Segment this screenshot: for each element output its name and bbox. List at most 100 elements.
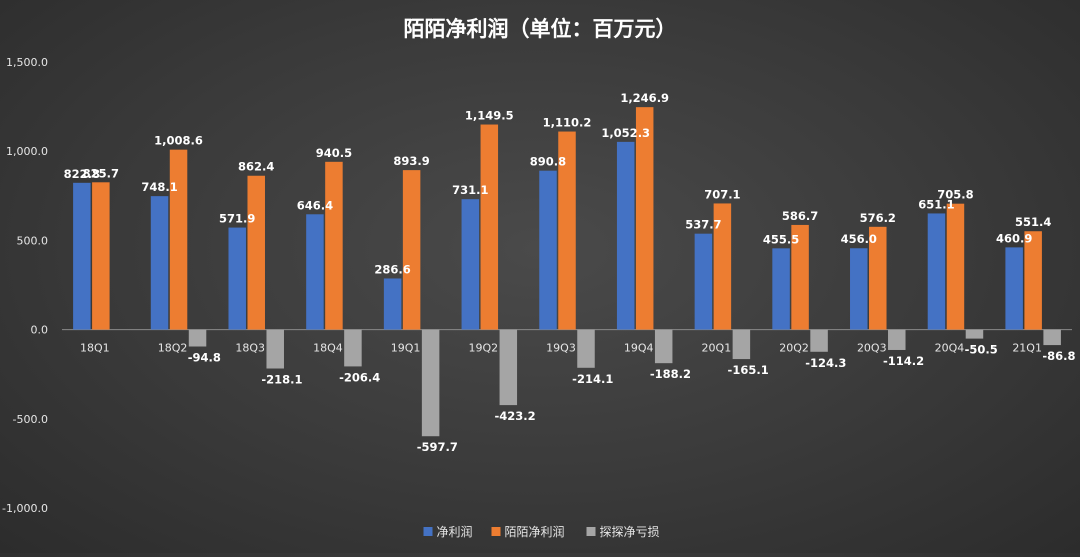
data-label: 286.6 xyxy=(374,262,410,276)
bar-探探净亏损-19Q1 xyxy=(421,329,440,437)
data-label: -124.3 xyxy=(805,356,846,370)
bar-净利润-20Q4 xyxy=(927,213,946,330)
x-tick-label: 18Q2 xyxy=(158,342,188,355)
data-label: -423.2 xyxy=(494,409,535,423)
bars xyxy=(73,107,1061,437)
bar-探探净亏损-20Q4 xyxy=(965,329,984,339)
bar-探探净亏损-19Q4 xyxy=(654,329,673,364)
bar-探探净亏损-21Q1 xyxy=(1043,329,1061,346)
bar-陌陌净利润-20Q4 xyxy=(946,203,965,330)
data-label: 705.8 xyxy=(937,188,973,202)
x-tick-label: 19Q1 xyxy=(391,342,421,355)
y-tick-label: 0.0 xyxy=(31,324,49,337)
bar-净利润-18Q3 xyxy=(228,227,246,330)
data-label: 862.4 xyxy=(238,160,274,174)
x-tick-label: 18Q4 xyxy=(313,342,343,355)
bar-净利润-20Q3 xyxy=(850,248,868,330)
data-label: -188.2 xyxy=(650,367,691,381)
x-tick-label: 19Q3 xyxy=(546,342,576,355)
bar-陌陌净利润-19Q2 xyxy=(480,124,499,330)
data-label: -597.7 xyxy=(417,440,458,454)
x-axis: 18Q1 18Q2 18Q3 18Q4 19Q1 19Q2 19Q3 19Q4 20Q1 20Q2… xyxy=(80,342,1042,355)
data-label: 586.7 xyxy=(782,209,818,223)
x-tick-label: 20Q4 xyxy=(935,342,965,355)
data-label: 1,246.9 xyxy=(620,91,669,105)
data-label: 1,149.5 xyxy=(465,109,514,123)
bar-净利润-20Q2 xyxy=(772,248,790,330)
bar-陌陌净利润-19Q4 xyxy=(635,107,654,330)
bar-陌陌净利润-20Q3 xyxy=(869,226,887,330)
x-tick-label: 20Q2 xyxy=(779,342,809,355)
x-tick-label: 21Q1 xyxy=(1012,342,1042,355)
bar-净利润-18Q1 xyxy=(73,182,91,330)
data-label: 455.5 xyxy=(763,232,799,246)
data-label: 460.9 xyxy=(996,231,1032,245)
y-tick-label: 500.0 xyxy=(17,234,49,247)
legend-swatch xyxy=(586,527,596,536)
data-label: 1,052.3 xyxy=(601,126,650,140)
data-label: -114.2 xyxy=(883,354,924,368)
bar-净利润-20Q1 xyxy=(694,233,713,330)
bar-陌陌净利润-20Q1 xyxy=(713,203,732,330)
data-label: -218.1 xyxy=(261,373,302,387)
bar-探探净亏损-19Q2 xyxy=(499,329,518,406)
bar-净利润-19Q3 xyxy=(539,170,557,330)
bar-陌陌净利润-21Q1 xyxy=(1024,231,1042,330)
bar-净利润-18Q2 xyxy=(150,196,169,330)
data-label: 893.9 xyxy=(393,154,429,168)
bar-探探净亏损-20Q3 xyxy=(888,329,906,350)
x-tick-label: 20Q3 xyxy=(857,342,887,355)
bar-探探净亏损-18Q2 xyxy=(188,329,207,347)
bar-陌陌净利润-20Q2 xyxy=(791,224,809,330)
x-tick-label: 20Q1 xyxy=(702,342,732,355)
data-label: 940.5 xyxy=(316,146,352,160)
bar-陌陌净利润-18Q3 xyxy=(247,175,265,330)
bar-陌陌净利润-18Q4 xyxy=(325,161,343,330)
bar-陌陌净利润-19Q3 xyxy=(558,131,576,330)
data-label: 537.7 xyxy=(685,218,721,232)
data-label: 1,110.2 xyxy=(543,116,592,130)
bar-陌陌净利润-19Q1 xyxy=(402,170,421,330)
data-label: 748.1 xyxy=(141,180,177,194)
x-tick-label: 18Q1 xyxy=(80,342,110,355)
bar-探探净亏损-18Q3 xyxy=(266,329,284,369)
chart-title: 陌陌净利润（单位：百万元） xyxy=(404,17,677,41)
x-tick-label: 19Q4 xyxy=(624,342,654,355)
data-label: -206.4 xyxy=(339,370,380,384)
data-label: 571.9 xyxy=(219,212,255,226)
data-label: 890.8 xyxy=(530,155,566,169)
data-label: 731.1 xyxy=(452,183,488,197)
bar-陌陌净利润-18Q2 xyxy=(169,149,188,330)
bar-净利润-19Q2 xyxy=(461,199,480,330)
legend-label: 陌陌净利润 xyxy=(505,525,565,539)
y-tick-label: -500.0 xyxy=(13,413,48,426)
data-label: 646.4 xyxy=(297,198,333,212)
x-tick-label: 19Q2 xyxy=(468,342,498,355)
legend-label: 净利润 xyxy=(437,525,473,539)
y-tick-label: 1,500.0 xyxy=(6,56,48,69)
bar-探探净亏损-18Q4 xyxy=(344,329,362,367)
legend-swatch xyxy=(491,527,501,536)
bar-净利润-18Q4 xyxy=(306,214,324,330)
data-label: 707.1 xyxy=(704,187,740,201)
bar-陌陌净利润-18Q1 xyxy=(92,182,110,330)
data-label: 651.1 xyxy=(918,197,954,211)
legend-swatch xyxy=(423,527,433,536)
data-label: -165.1 xyxy=(728,363,769,377)
data-label: 822.8 xyxy=(64,167,100,181)
y-tick-label: 1,000.0 xyxy=(6,145,48,158)
bar-探探净亏损-20Q1 xyxy=(732,329,751,360)
data-label: -94.8 xyxy=(188,351,221,365)
data-label: 551.4 xyxy=(1015,215,1051,229)
data-label: 576.2 xyxy=(860,211,896,225)
data-label: -86.8 xyxy=(1042,349,1075,363)
data-label: -50.5 xyxy=(965,343,998,357)
legend: 净利润 陌陌净利润 探探净亏损 xyxy=(423,525,660,539)
data-label: 456.0 xyxy=(841,232,877,246)
data-label: 1,008.6 xyxy=(154,134,203,148)
legend-label: 探探净亏损 xyxy=(600,525,660,539)
bar-净利润-19Q4 xyxy=(616,141,635,330)
